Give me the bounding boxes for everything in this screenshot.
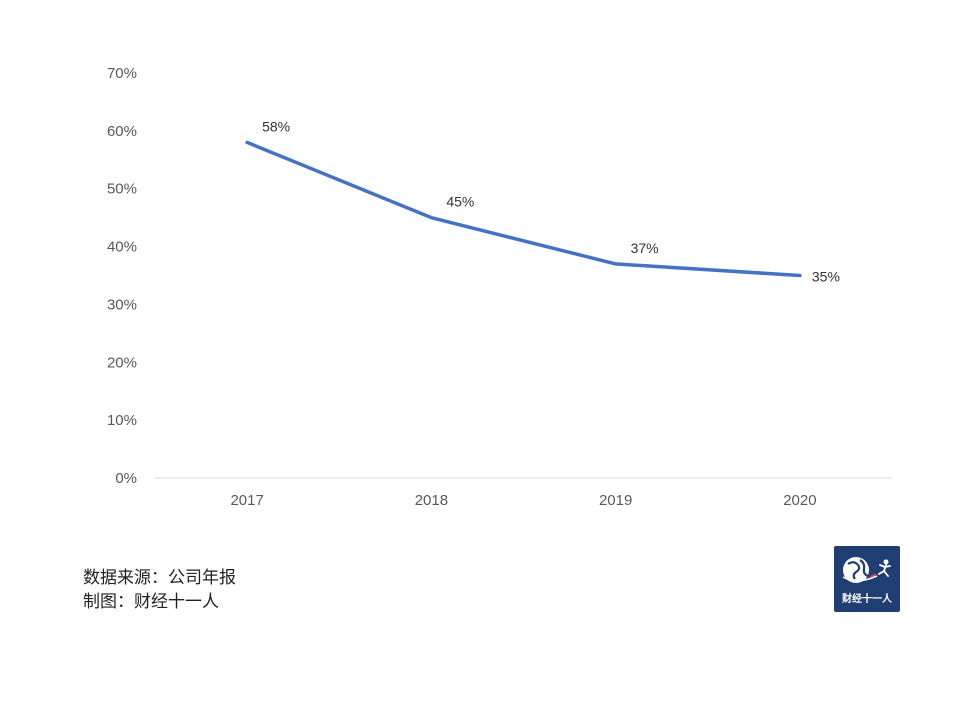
data-label: 45% (446, 194, 474, 210)
x-tick-label: 2019 (599, 492, 632, 509)
x-tick-label: 2017 (230, 492, 263, 509)
data-label: 37% (631, 240, 659, 256)
line-chart: 0% 10% 20% 30% 40% 50% 60% 70% 2017 2018 2019 2020… (107, 65, 892, 509)
globe-runner-icon (842, 557, 891, 583)
y-tick-label: 0% (115, 470, 137, 487)
chart-notes: 数据来源：公司年报 制图：财经十一人 (83, 566, 236, 614)
credit-note: 制图：财经十一人 (83, 592, 219, 612)
brand-logo: 财经十一人 (834, 546, 900, 612)
y-tick-label: 70% (107, 65, 137, 82)
x-tick-label: 2020 (783, 492, 816, 509)
series-line (245, 140, 802, 278)
y-tick-label: 40% (107, 239, 137, 256)
x-tick-label: 2018 (415, 492, 448, 509)
data-labels: 58% 45% 37% 35% (262, 118, 840, 284)
y-tick-label: 10% (107, 412, 137, 429)
y-tick-label: 30% (107, 296, 137, 313)
data-label: 58% (262, 118, 290, 134)
source-note: 数据来源：公司年报 (83, 568, 236, 588)
y-tick-label: 50% (107, 181, 137, 198)
y-tick-label: 20% (107, 354, 137, 371)
logo-text: 财经十一人 (842, 594, 892, 605)
x-axis-ticks: 2017 2018 2019 2020 (230, 492, 816, 509)
data-label: 35% (812, 269, 840, 285)
y-tick-label: 60% (107, 123, 137, 140)
y-axis-ticks: 0% 10% 20% 30% 40% 50% 60% 70% (107, 65, 137, 487)
